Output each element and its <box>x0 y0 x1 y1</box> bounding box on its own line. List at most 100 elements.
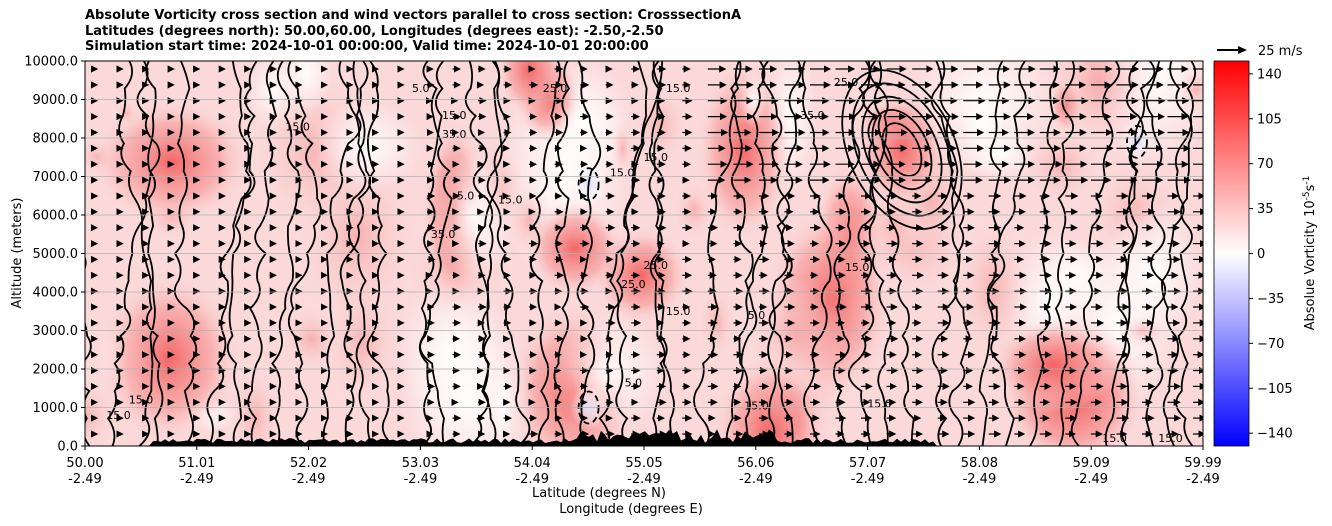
contour-label: 15.0 <box>1158 432 1183 445</box>
y-tick-label: 6000.0 <box>33 209 79 224</box>
x-tick-label-lat: 59.09 <box>1073 456 1110 471</box>
title-line-1: Absolute Vorticity cross section and win… <box>85 8 742 23</box>
colorbar-label: Absolue Vorticity 10-5s-1 <box>1302 176 1318 331</box>
colorbar-tick-label: 70 <box>1257 157 1274 172</box>
field-blob <box>400 315 536 446</box>
field-blob <box>309 100 422 194</box>
x-axis: 50.00-2.4951.01-2.4952.02-2.4953.03-2.49… <box>66 446 1222 487</box>
contour-label: 5.0 <box>412 82 430 95</box>
field-blob <box>523 199 626 298</box>
colorbar-tick-label: −105 <box>1257 382 1293 397</box>
contour-ring <box>881 122 923 177</box>
y-tick-label: 1000.0 <box>33 401 79 416</box>
contour-label: 15.0 <box>610 167 635 180</box>
x-tick-label-lon: -2.49 <box>515 472 549 487</box>
colorbar: 140 105 70 35 0 −35 −70 −105 −140 Absolue Vortic… <box>1213 60 1318 447</box>
y-tick-label: 2000.0 <box>33 363 79 378</box>
colorbar-tick-label: −35 <box>1257 292 1284 307</box>
x-tick-label-lat: 51.01 <box>178 456 215 471</box>
y-tick-label: 8000.0 <box>33 132 79 147</box>
chart-title: Absolute Vorticity cross section and win… <box>85 8 741 55</box>
contour-negative <box>1126 124 1148 159</box>
x-axis-label-lat: Latitude (degrees N) <box>532 486 666 501</box>
y-tick-label: 10000.0 <box>24 55 78 70</box>
colorbar-tick-label: 0 <box>1257 247 1265 262</box>
terrain-fill <box>85 429 1203 446</box>
contour-label: 25.0 <box>644 259 669 272</box>
y-axis: 0.0 1000.0 2000.0 3000.0 4000.0 5000.0 6000.0 7… <box>24 55 85 455</box>
x-tick-label-lon: -2.49 <box>1186 472 1220 487</box>
contour-label: 25.0 <box>834 76 859 89</box>
field-blob <box>281 61 332 116</box>
field-blob <box>96 271 242 446</box>
contour-label: 15.0 <box>867 398 892 411</box>
contour-label: 5.0 <box>748 309 766 322</box>
contour-label: 15.0 <box>1102 432 1127 445</box>
contour-label: 15.0 <box>498 193 523 206</box>
x-tick-label-lat: 52.02 <box>290 456 327 471</box>
y-tick-label: 9000.0 <box>33 93 79 108</box>
field-blob <box>89 97 253 226</box>
x-tick-label-lat: 57.07 <box>849 456 886 471</box>
x-tick-label-lon: -2.49 <box>292 472 326 487</box>
contour-label: 5.0 <box>625 376 643 389</box>
x-tick-label-lon: -2.49 <box>404 472 438 487</box>
contour-label: 35.0 <box>431 228 456 241</box>
colorbar-gradient <box>1213 60 1250 447</box>
colorbar-tick-label: −70 <box>1257 337 1284 352</box>
y-tick-label: 7000.0 <box>33 170 79 185</box>
contour-label: 25.0 <box>621 278 646 291</box>
contour-label: 35.0 <box>800 109 825 122</box>
x-tick-label-lon: -2.49 <box>627 472 661 487</box>
x-tick-label-lon: -2.49 <box>739 472 773 487</box>
colorbar-tick-label: −140 <box>1257 427 1293 442</box>
x-tick-label-lat: 50.00 <box>66 456 103 471</box>
contour-label: 35.0 <box>442 128 467 141</box>
contour-label: 15.0 <box>666 82 691 95</box>
y-gridlines <box>85 99 1203 408</box>
y-axis-label: Altitude (meters) <box>10 198 25 309</box>
terrain <box>85 429 1203 446</box>
x-tick-label-lat: 55.05 <box>625 456 662 471</box>
quiver-key: 25 m/s <box>1217 44 1303 59</box>
y-tick-label: 4000.0 <box>33 286 79 301</box>
y-tick-label: 5000.0 <box>33 247 79 262</box>
contour-label: 15.0 <box>285 120 310 133</box>
contour-labels: 15.0 5.0 15.0 35.0 25.0 15.0 15.0 15.0 15.0 5.0 35… <box>106 76 1182 445</box>
colorbar-ticks: 140 105 70 35 0 −35 −70 −105 −140 <box>1249 67 1293 442</box>
colorbar-tick-label: 140 <box>1257 67 1282 82</box>
contour-label: 15.0 <box>106 409 131 422</box>
contour-ring <box>841 69 963 230</box>
title-line-2: Latitudes (degrees north): 50.00,60.00, … <box>85 23 664 39</box>
x-tick-label-lon: -2.49 <box>1074 472 1108 487</box>
contour-label: 15.0 <box>744 399 769 412</box>
contour-label: 25.0 <box>543 82 568 95</box>
contour-ring <box>851 82 953 217</box>
field-blob <box>696 280 738 365</box>
contour-label: 15.0 <box>644 151 669 164</box>
vorticity-field: 15.0 5.0 15.0 35.0 25.0 15.0 15.0 15.0 15.0 5.0 35… <box>85 61 1203 446</box>
wind-vectors <box>91 65 1203 438</box>
title-line-3: Simulation start time: 2024-10-01 00:00:… <box>85 39 649 54</box>
field-blob <box>960 101 1005 153</box>
field-blob <box>1037 238 1116 314</box>
contour-ring <box>871 109 933 191</box>
x-tick-label-lat: 59.99 <box>1184 456 1221 471</box>
contour-label: 15.0 <box>129 394 154 407</box>
field-blob <box>496 61 563 118</box>
contour-label: 5.0 <box>457 190 475 203</box>
x-tick-label-lat: 56.06 <box>737 456 774 471</box>
field-blob <box>989 317 1118 414</box>
field-blob <box>433 152 515 284</box>
x-tick-label-lat: 53.03 <box>402 456 439 471</box>
x-tick-label-lat: 54.04 <box>514 456 551 471</box>
y-tick-label: 0.0 <box>57 440 78 455</box>
quiver-key-label: 25 m/s <box>1258 44 1303 59</box>
x-tick-label-lon: -2.49 <box>180 472 214 487</box>
x-tick-label-lon: -2.49 <box>963 472 997 487</box>
contour-negative <box>577 167 600 202</box>
colorbar-tick-label: 105 <box>1257 112 1282 127</box>
x-tick-label-lon: -2.49 <box>851 472 885 487</box>
field-blob <box>670 178 718 242</box>
field-blob <box>226 357 285 446</box>
